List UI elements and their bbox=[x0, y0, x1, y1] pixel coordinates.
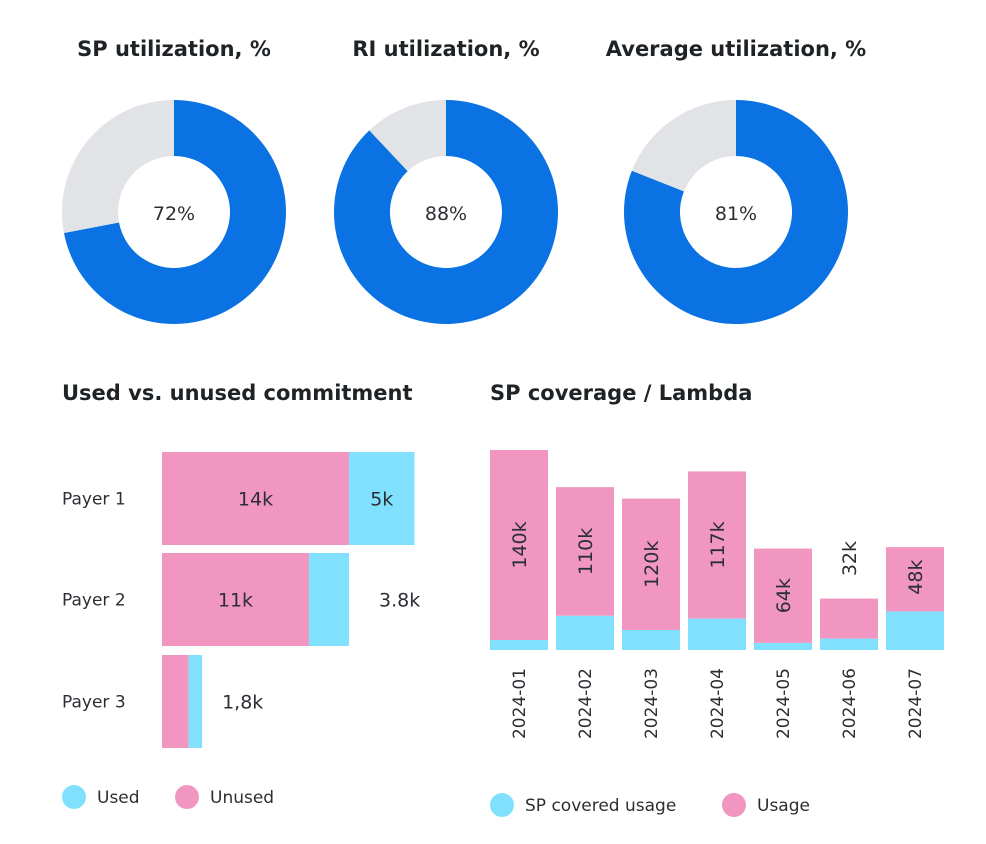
data-label-unused: 14k bbox=[238, 489, 273, 511]
donut-slice-utilized bbox=[334, 100, 559, 324]
bar-unused bbox=[162, 655, 189, 748]
donut-slice-utilized bbox=[624, 100, 849, 324]
bar-sp-covered bbox=[490, 640, 548, 650]
legend-label: Usage bbox=[757, 796, 810, 816]
category-label: Payer 2 bbox=[62, 591, 126, 611]
x-tick-label: 2024-07 bbox=[906, 668, 926, 739]
legend-label: Used bbox=[97, 788, 140, 808]
donut-slice-unutilized bbox=[631, 100, 736, 192]
data-label: 48k bbox=[905, 560, 927, 595]
bar-sp-covered bbox=[754, 642, 812, 650]
x-tick-label: 2024-04 bbox=[708, 668, 728, 739]
x-tick-label: 2024-02 bbox=[576, 668, 596, 739]
bar-used bbox=[188, 655, 203, 748]
donut-title: Average utilization, % bbox=[606, 37, 866, 61]
legend-swatch-used bbox=[62, 785, 86, 809]
data-label: 120k bbox=[641, 541, 663, 588]
data-label: 140k bbox=[509, 521, 531, 568]
legend-swatch-usage bbox=[722, 793, 746, 817]
legend-label: SP covered usage bbox=[525, 796, 676, 816]
x-tick-label: 2024-05 bbox=[774, 668, 794, 739]
category-label: Payer 1 bbox=[62, 490, 126, 510]
data-label-used: 5k bbox=[370, 489, 393, 511]
category-label: Payer 3 bbox=[62, 693, 126, 713]
bar-used bbox=[308, 553, 350, 646]
data-label: 110k bbox=[575, 528, 597, 575]
bar-usage bbox=[820, 598, 878, 639]
legend-label: Unused bbox=[210, 788, 274, 808]
bar-sp-covered bbox=[622, 630, 680, 650]
bar-usage bbox=[556, 487, 614, 616]
x-tick-label: 2024-06 bbox=[840, 668, 860, 739]
bar-sp-covered bbox=[886, 611, 944, 650]
chart-title: SP coverage / Lambda bbox=[490, 381, 752, 405]
bar-usage bbox=[886, 547, 944, 612]
bar-usage bbox=[688, 471, 746, 619]
chart-title: Used vs. unused commitment bbox=[62, 381, 413, 405]
donut-slice-unutilized bbox=[369, 100, 446, 172]
legend-swatch-unused bbox=[175, 785, 199, 809]
bar-usage bbox=[754, 548, 812, 643]
donut-slice-utilized bbox=[63, 100, 286, 325]
x-tick-label: 2024-01 bbox=[510, 668, 530, 739]
donut-center-label: 72% bbox=[153, 203, 195, 225]
data-label-used: 3.8k bbox=[379, 590, 420, 612]
donut-slice-unutilized bbox=[61, 100, 174, 233]
x-tick-label: 2024-03 bbox=[642, 668, 662, 739]
donut-center-label: 81% bbox=[715, 203, 757, 225]
donut-title: SP utilization, % bbox=[77, 37, 271, 61]
data-label-unused: 11k bbox=[218, 590, 253, 612]
bar-sp-covered bbox=[688, 618, 746, 650]
bar-unused bbox=[162, 452, 350, 545]
bar-usage bbox=[622, 498, 680, 630]
data-label: 32k bbox=[839, 541, 861, 576]
bar-sp-covered bbox=[820, 638, 878, 650]
data-label-used: 1,8k bbox=[222, 692, 263, 714]
data-label: 64k bbox=[773, 578, 795, 613]
legend-swatch-sp-covered-usage bbox=[490, 793, 514, 817]
donut-title: RI utilization, % bbox=[352, 37, 539, 61]
data-label: 117k bbox=[707, 521, 729, 568]
bar-used bbox=[349, 452, 415, 545]
donut-center-label: 88% bbox=[425, 203, 467, 225]
bar-unused bbox=[162, 553, 309, 646]
bar-sp-covered bbox=[556, 615, 614, 650]
bar-usage bbox=[490, 450, 548, 640]
